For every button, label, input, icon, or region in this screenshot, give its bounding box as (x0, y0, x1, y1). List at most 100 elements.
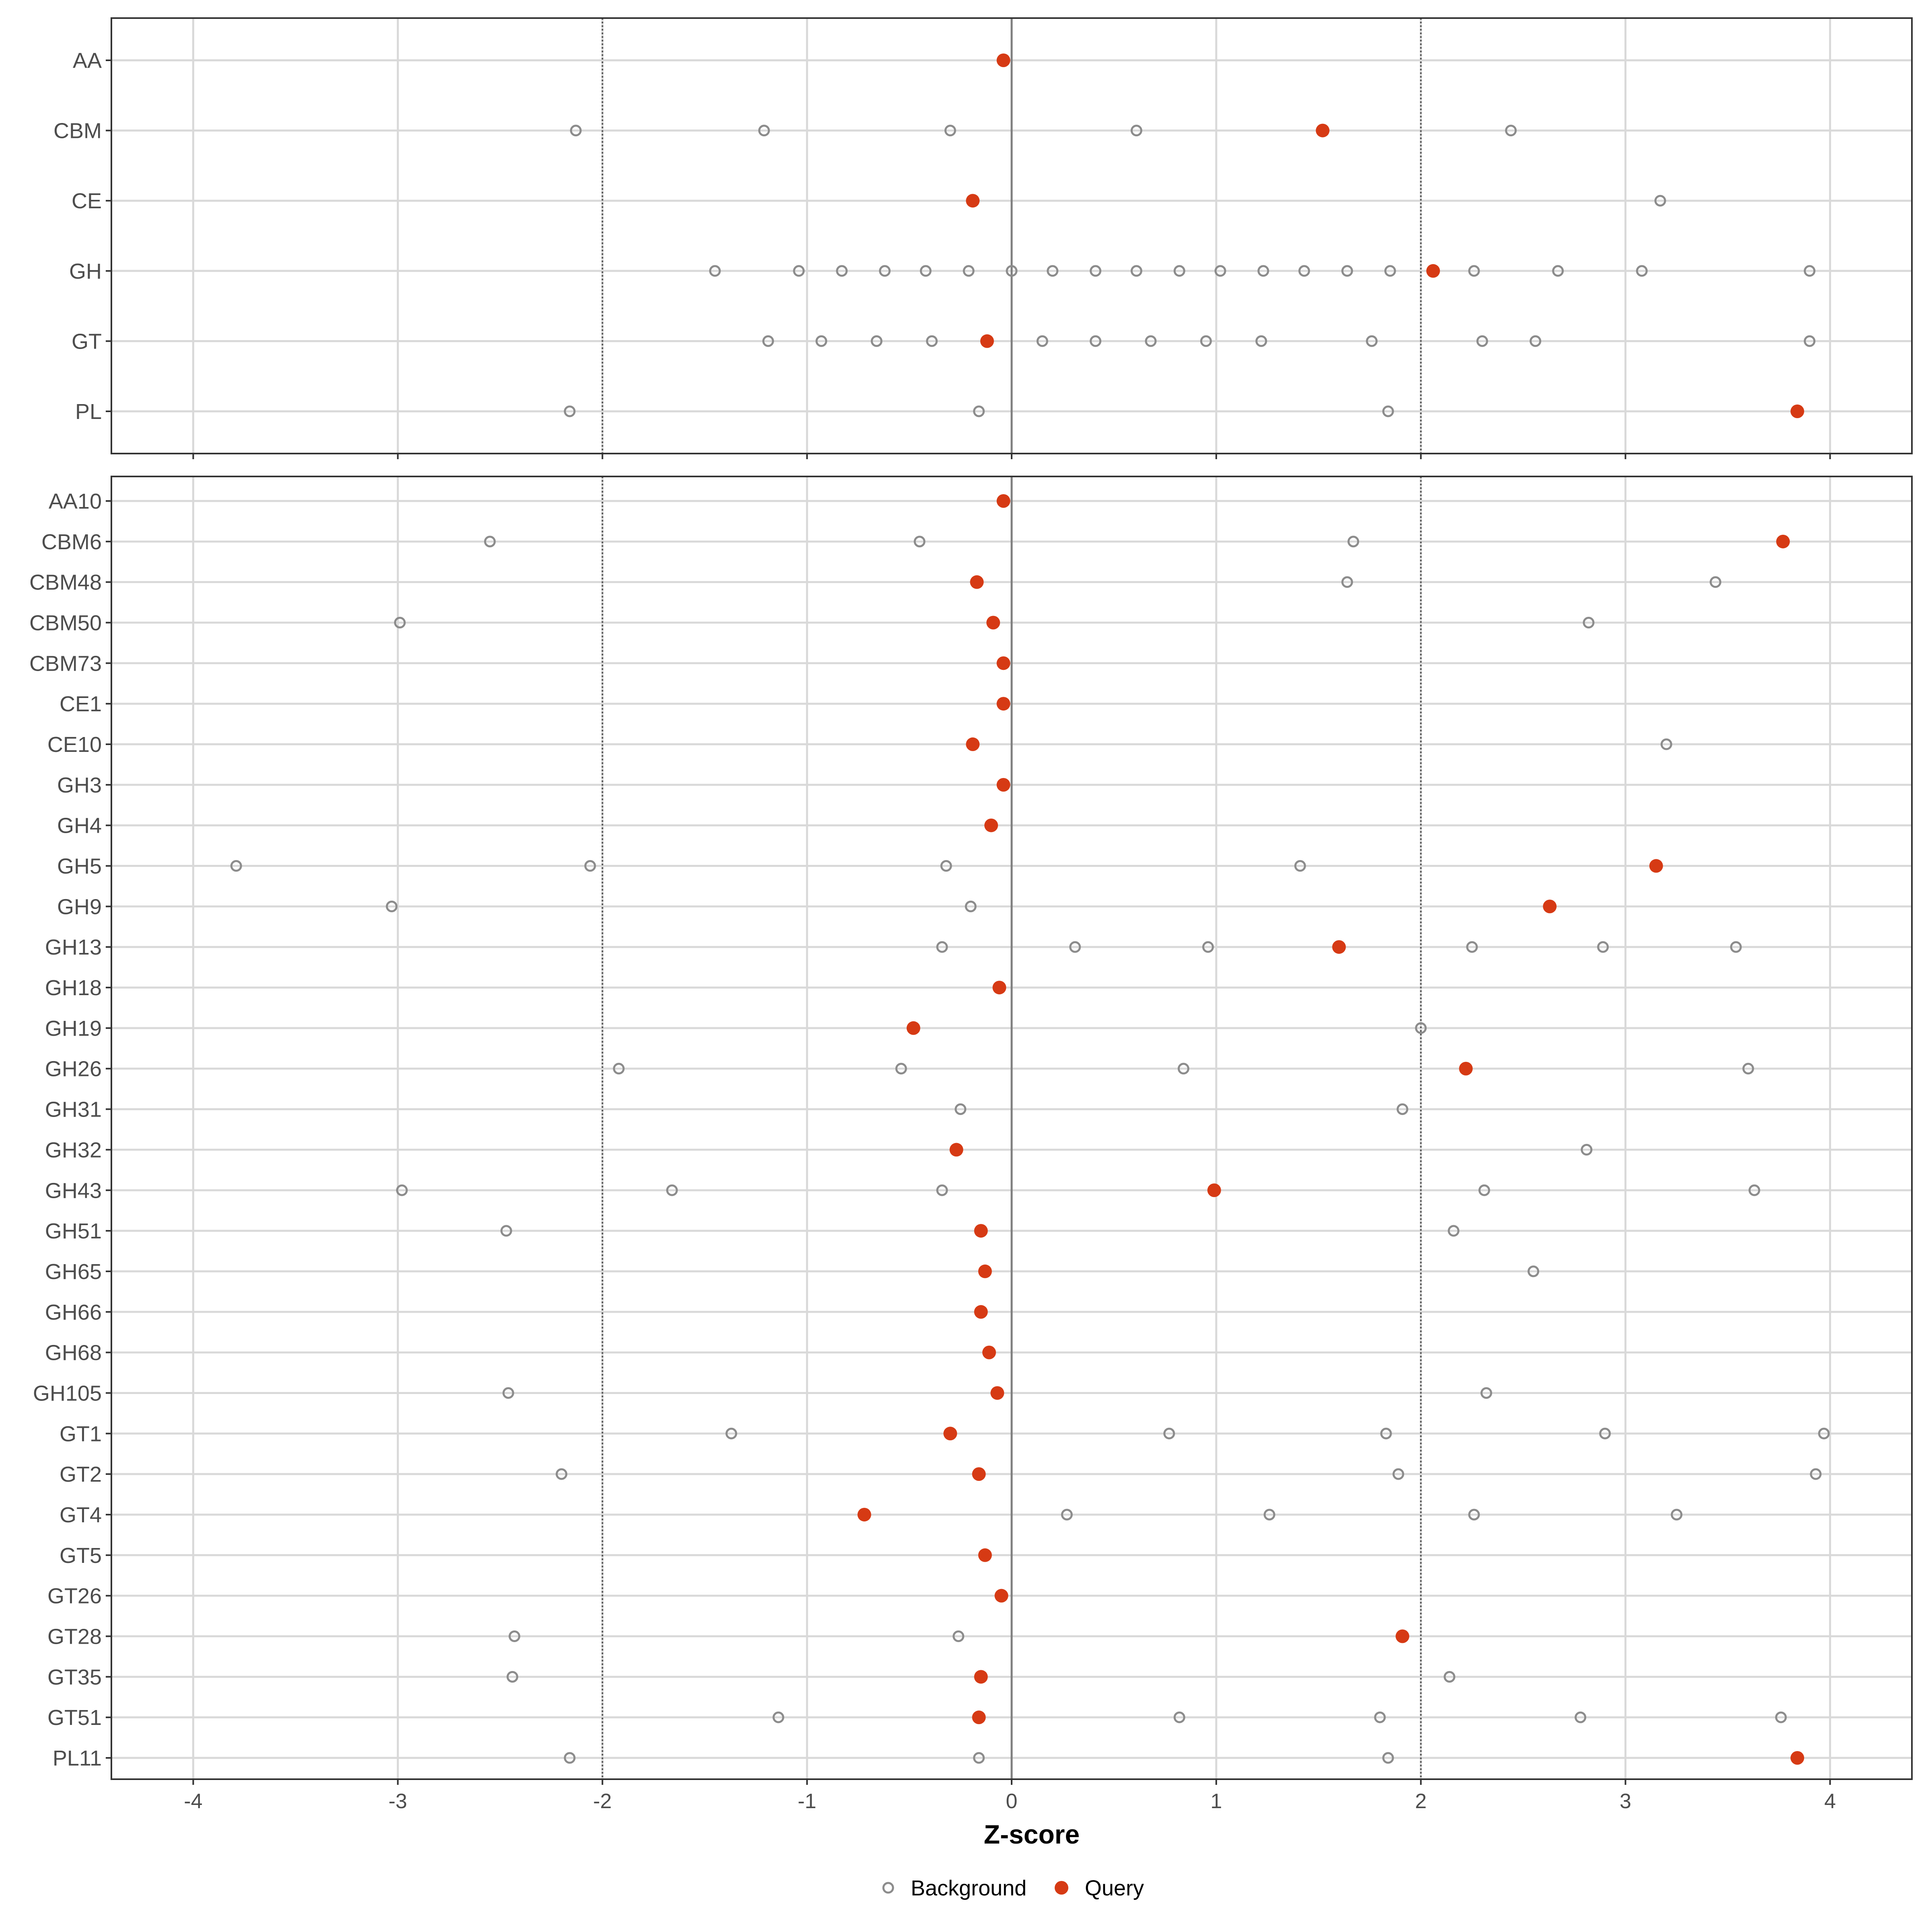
background-point (1382, 1752, 1394, 1764)
panel-subfamilies: AA10 CBM6 CBM48 CBM50 CBM73 CE1 CE10 GH3 GH4 GH5 G… (29, 476, 1913, 1785)
background-point (920, 265, 932, 277)
background-point (1257, 265, 1269, 277)
query-point (1426, 264, 1440, 278)
background-point (1341, 576, 1353, 588)
category-label: CE10 (47, 733, 102, 757)
background-point (386, 900, 398, 912)
background-point (944, 125, 956, 137)
x-tick-label: 1 (1210, 1790, 1222, 1813)
background-point (613, 1063, 625, 1075)
query-point (857, 1507, 871, 1521)
background-point (1090, 265, 1102, 277)
background-point (1006, 265, 1018, 277)
query-point (974, 1305, 988, 1319)
background-point (1396, 1103, 1408, 1115)
query-point (966, 737, 980, 751)
category-label: GH13 (45, 935, 102, 959)
background-point (556, 1468, 567, 1480)
background-point (1384, 265, 1396, 277)
background-point (1448, 1225, 1460, 1237)
background-point (484, 536, 496, 548)
x-axis: -4 -3 -2 -1 0 1 2 3 4 (184, 1790, 1836, 1813)
legend-background-marker (882, 1882, 894, 1894)
query-point (978, 1264, 992, 1278)
background-point (965, 900, 977, 912)
background-point (570, 125, 582, 137)
query-point (972, 1467, 986, 1481)
background-point (1730, 941, 1742, 953)
category-label: GT28 (47, 1624, 102, 1649)
background-point (1173, 265, 1185, 277)
background-point (709, 265, 721, 277)
background-point (815, 335, 827, 347)
background-point (772, 1711, 784, 1723)
background-point (1775, 1711, 1787, 1723)
background-point (1581, 1144, 1593, 1156)
x-tick-label: -2 (593, 1790, 612, 1813)
background-point (1636, 265, 1648, 277)
background-point (973, 405, 985, 417)
background-point (506, 1671, 518, 1683)
background-point (1478, 1184, 1490, 1196)
background-point (1818, 1427, 1830, 1439)
legend-background-label: Background (911, 1876, 1027, 1900)
background-point (936, 1184, 948, 1196)
category-label: CBM50 (29, 611, 102, 635)
query-point (978, 1548, 992, 1562)
background-point (1202, 941, 1214, 953)
background-point (1583, 617, 1595, 629)
category-label: GT2 (60, 1462, 102, 1486)
background-point (1468, 265, 1480, 277)
category-label: GT5 (60, 1544, 102, 1568)
background-point (871, 335, 883, 347)
background-point (1597, 941, 1609, 953)
background-point (1382, 405, 1394, 417)
background-point (1173, 1711, 1185, 1723)
query-point (990, 1386, 1004, 1400)
background-point (1366, 335, 1378, 347)
background-point (394, 617, 406, 629)
category-label: GH3 (57, 773, 102, 797)
query-point (980, 334, 994, 348)
query-point (974, 1224, 988, 1238)
background-point (1530, 335, 1542, 347)
query-point (1790, 404, 1805, 418)
background-point (793, 265, 805, 277)
category-label: GH31 (45, 1098, 102, 1122)
query-point (1543, 899, 1557, 914)
background-point (1177, 1063, 1189, 1075)
background-point (500, 1225, 512, 1237)
legend-query-label: Query (1085, 1876, 1144, 1900)
background-point (1443, 1671, 1456, 1683)
category-label: GH18 (45, 976, 102, 1000)
category-label: GH4 (57, 814, 102, 838)
background-point (1263, 1509, 1275, 1521)
background-point (1748, 1184, 1760, 1196)
query-point (970, 575, 984, 589)
x-tick-label: 3 (1620, 1790, 1631, 1813)
background-point (230, 860, 242, 872)
query-point (996, 53, 1010, 67)
category-label: GT (72, 329, 102, 353)
background-point (1552, 265, 1564, 277)
background-point (836, 265, 848, 277)
category-label: AA (73, 49, 102, 73)
background-point (1804, 265, 1816, 277)
background-point (1069, 941, 1081, 953)
background-point (1528, 1265, 1540, 1277)
category-label: GH66 (45, 1300, 102, 1324)
category-label: AA10 (49, 489, 102, 513)
background-point (1374, 1711, 1386, 1723)
query-point (1332, 940, 1346, 954)
background-point (1255, 335, 1267, 347)
category-label: CE1 (60, 692, 102, 716)
background-point (1130, 265, 1142, 277)
legend: Background Query (882, 1876, 1144, 1900)
category-label: GH19 (45, 1016, 102, 1041)
query-point (1649, 859, 1663, 873)
query-point (984, 818, 998, 832)
x-tick-label: -3 (388, 1790, 407, 1813)
panel-families: AA CBM CE GH GT PL (53, 17, 1913, 459)
background-point (1671, 1509, 1683, 1521)
